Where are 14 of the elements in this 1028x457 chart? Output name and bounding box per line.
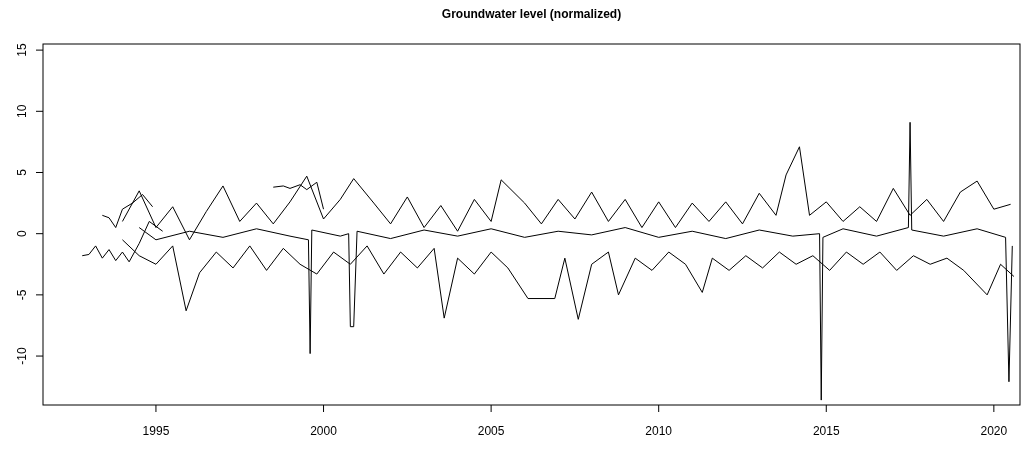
y-tick-label: 5 bbox=[15, 168, 29, 176]
y-tick-label: -10 bbox=[15, 347, 29, 365]
x-tick-label: 2020 bbox=[980, 424, 1008, 438]
x-tick-label: 2010 bbox=[645, 424, 673, 438]
y-tick-label: 10 bbox=[15, 104, 29, 118]
y-tick-label: 15 bbox=[15, 43, 29, 57]
chart-title: Groundwater level (normalized) bbox=[441, 7, 622, 21]
line-series bbox=[272, 181, 325, 210]
y-tick-label: 0 bbox=[15, 230, 29, 238]
x-tick-label: 2015 bbox=[812, 424, 840, 438]
x-tick-label: 1995 bbox=[142, 424, 170, 438]
y-tick-label: -5 bbox=[15, 289, 29, 301]
x-tick-label: 2005 bbox=[477, 424, 505, 438]
x-tick-label: 2000 bbox=[310, 424, 338, 438]
